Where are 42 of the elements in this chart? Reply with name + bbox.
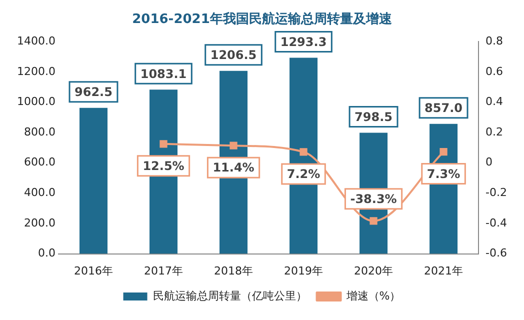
- data-label: 962.5: [74, 85, 112, 100]
- x-tick-label: 2018年: [214, 264, 254, 278]
- y2-tick-label: 0.6: [486, 64, 504, 78]
- y2-tick-label: 0.8: [486, 34, 504, 48]
- y-tick-label: 200.0: [24, 216, 56, 230]
- data-label: 12.5%: [142, 159, 184, 174]
- x-tick-label: 2020年: [354, 264, 394, 278]
- point: [300, 148, 308, 156]
- chart-title: 2016-2021年我国民航运输总周转量及增速: [132, 11, 393, 28]
- data-label: -38.3%: [350, 192, 397, 206]
- data-label: 1083.1: [140, 66, 187, 81]
- data-label: 11.4%: [212, 160, 254, 175]
- y-tick-label: 0.0: [38, 246, 56, 260]
- y2-tick-label: 0.4: [486, 95, 504, 108]
- data-label: 7.3%: [426, 166, 460, 181]
- data-label: 857.0: [424, 101, 463, 116]
- y2-tick-label: -0.4: [486, 216, 508, 230]
- y-tick-label: 1400.0: [16, 34, 56, 48]
- y-tick-label: 600.0: [24, 156, 56, 169]
- data-label: 1206.5: [210, 48, 257, 62]
- y2-tick-label: 0: [486, 156, 493, 169]
- y2-tick-label: -0.2: [486, 186, 508, 200]
- legend-label: 增速（%）: [345, 289, 401, 302]
- x-tick-label: 2016年: [74, 264, 113, 278]
- y2-tick-label: -0.6: [486, 246, 508, 260]
- data-label: 798.5: [354, 110, 393, 124]
- point: [230, 142, 238, 150]
- point: [370, 217, 378, 225]
- y2-tick-label: 0.2: [486, 125, 504, 138]
- point: [160, 140, 168, 148]
- y-tick-label: 1000.0: [16, 95, 56, 108]
- data-label: 7.2%: [286, 167, 320, 182]
- bar: [79, 108, 108, 254]
- y-tick-label: 800.0: [24, 125, 56, 138]
- y-tick-label: 1200.0: [16, 64, 56, 78]
- data-label: 1293.3: [280, 34, 327, 49]
- legend-label: 民航运输总周转量（亿吨公里）: [152, 289, 307, 302]
- y-tick-label: 400.0: [24, 186, 56, 200]
- x-tick-label: 2019年: [284, 264, 324, 278]
- x-tick-label: 2021年: [424, 264, 464, 278]
- x-tick-label: 2017年: [144, 264, 183, 278]
- point: [440, 148, 448, 156]
